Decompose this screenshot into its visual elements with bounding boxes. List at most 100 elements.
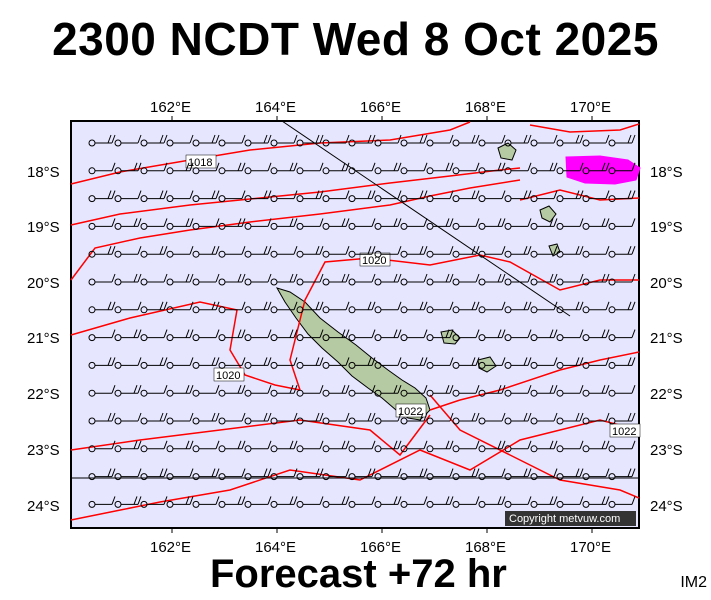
wind-barb-icon (270, 496, 298, 508)
wind-barb-icon (296, 162, 324, 175)
wind-barb-icon (192, 496, 220, 508)
isobar-northeast (529, 123, 640, 133)
wind-barb-icon (608, 162, 636, 175)
wind-barb-icon (556, 273, 584, 286)
wind-barb-icon (296, 218, 324, 230)
wind-barb-icon (244, 190, 272, 203)
wind-barb-icon (114, 385, 142, 397)
wind-barb-icon (452, 218, 480, 230)
isobars (70, 121, 640, 521)
wind-barb-icon (582, 190, 610, 203)
wind-barb-icon (270, 440, 298, 453)
wind-barb-icon (478, 273, 506, 286)
wind-barb-icon (140, 468, 168, 481)
wind-barb-icon (478, 385, 506, 397)
wind-barb-icon (244, 412, 272, 425)
wind-barb-icon (504, 440, 532, 453)
wind-barb-icon (218, 134, 246, 147)
wind-barb-icon (374, 496, 402, 508)
wind-barb-icon (400, 162, 428, 175)
wind-barb-icon (192, 190, 220, 203)
wind-barb-icon (400, 496, 428, 508)
wind-barb-icon (88, 134, 116, 147)
wind-barb-icon (478, 162, 506, 175)
wind-barb-icon (504, 468, 532, 481)
wind-barb-icon (426, 190, 454, 203)
strong-wind-highlight (565, 155, 641, 185)
lat-label-19-right: 19°S (650, 219, 683, 236)
wind-barb-icon (556, 385, 584, 397)
wind-barb-icon (374, 412, 402, 425)
wind-barb-icon (478, 329, 506, 342)
wind-barb-icon (114, 357, 142, 369)
wind-barb-icon (322, 385, 350, 397)
wind-barb-icon (452, 301, 480, 314)
wind-barb-icon (504, 412, 532, 425)
forecast-label: Forecast +72 hr (210, 552, 507, 596)
map-code: IM2 (680, 574, 707, 591)
wind-barb-icon (218, 385, 246, 397)
wind-barb-icon (348, 134, 376, 147)
isobar-label-text-1022-right: 1022 (612, 426, 636, 438)
isobar-1022-c (70, 419, 640, 521)
wind-barb-icon (322, 162, 350, 175)
wind-barb-icon (582, 412, 610, 425)
wind-barb-icon (452, 468, 480, 481)
lon-label-168: 168°E (465, 99, 506, 116)
lat-label-22: 22°S (27, 386, 60, 403)
wind-barb-icon (322, 218, 350, 230)
lat-label-18-right: 18°S (650, 164, 683, 181)
wind-barb-icon (348, 162, 376, 175)
wind-barb-icon (140, 162, 168, 175)
wind-barb-icon (322, 134, 350, 147)
wind-barb-icon (400, 468, 428, 481)
wind-barb-icon (504, 329, 532, 342)
wind-barb-icon (88, 301, 116, 314)
wind-barb-icon (322, 273, 350, 286)
wind-barb-icon (348, 496, 376, 508)
wind-barb-icon (400, 412, 428, 425)
wind-barb-icon (114, 468, 142, 481)
wind-barb-icon (530, 385, 558, 397)
wind-barb-icon (452, 357, 480, 369)
wind-barb-icon (114, 273, 142, 286)
wind-barb-icon (608, 329, 636, 342)
wind-barb-icon (582, 273, 610, 286)
wind-barb-icon (374, 440, 402, 453)
map-title: 2300 NCDT Wed 8 Oct 2025 (52, 13, 659, 65)
wind-barb-icon (504, 134, 532, 147)
wind-barb-icon (478, 218, 506, 230)
wind-barb-icon (374, 162, 402, 175)
wind-barb-icon (478, 468, 506, 481)
wind-barb-icon (218, 218, 246, 230)
isobar-label-1022-right: 1022 (609, 423, 641, 438)
wind-barb-icon (270, 357, 298, 369)
wind-barb-icon (478, 134, 506, 147)
wind-barb-icon (270, 468, 298, 481)
wind-barb-icon (374, 357, 402, 369)
lon-label-170: 170°E (570, 99, 611, 116)
wind-barb-icon (608, 273, 636, 286)
wind-barb-icon (296, 468, 324, 481)
wind-barb-icon (244, 246, 272, 258)
wind-barb-icon (374, 273, 402, 286)
wind-barb-icon (530, 301, 558, 314)
wind-barb-icon (504, 385, 532, 397)
wind-barb-icon (426, 162, 454, 175)
wind-barb-icon (114, 134, 142, 147)
copyright-box: Copyright metvuw.com (505, 511, 636, 526)
wind-barb-icon (478, 246, 506, 258)
wind-barb-icon (114, 412, 142, 425)
wind-barb-icon (478, 301, 506, 314)
maewo-island (497, 142, 517, 161)
wind-barb-icon (296, 496, 324, 508)
wind-barb-icon (114, 440, 142, 453)
wind-barb-icon (88, 496, 116, 508)
wind-barb-icon (114, 162, 142, 175)
wind-barb-icon (244, 357, 272, 369)
wind-barb-icon (608, 468, 636, 481)
wind-barb-icon (140, 385, 168, 397)
wind-barb-field (88, 134, 636, 508)
wind-barb-icon (88, 412, 116, 425)
wind-barb-icon (530, 218, 558, 230)
